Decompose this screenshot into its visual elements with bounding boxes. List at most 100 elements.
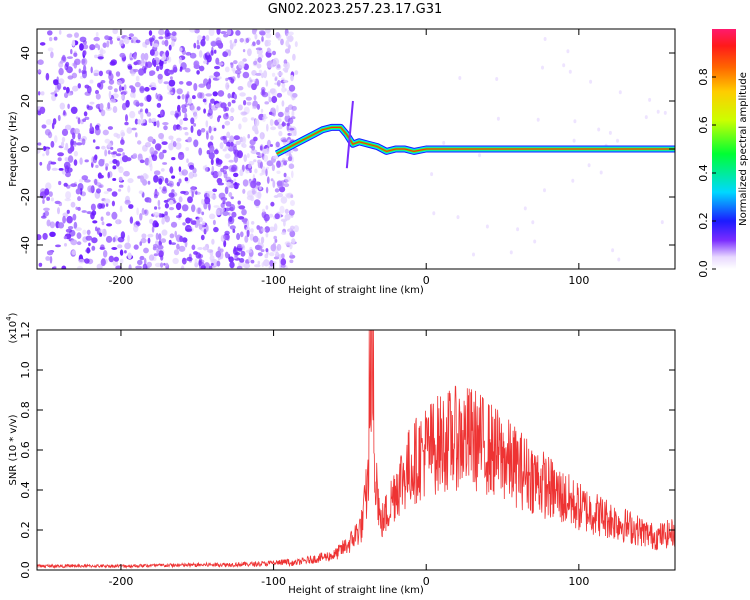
- noise-blob: [46, 196, 50, 201]
- noise-blob: [108, 71, 112, 76]
- noise-blob: [276, 104, 279, 113]
- noise-blob: [64, 198, 71, 202]
- noise-blob: [220, 167, 225, 173]
- noise-blob: [271, 88, 277, 97]
- noise-blob: [233, 178, 237, 183]
- colorbar-ticks: 0.0 0.2 0.4 0.6 0.8: [697, 68, 716, 278]
- noise-blob: [223, 33, 229, 38]
- noise-blob: [162, 149, 167, 154]
- spectrogram-y-axis-label: Frequency (Hz): [8, 111, 19, 187]
- noise-blob: [164, 39, 169, 47]
- noise-blob: [190, 117, 195, 125]
- noise-blob: [66, 209, 70, 214]
- noise-blob: [284, 213, 291, 221]
- noise-blob: [53, 36, 58, 41]
- noise-blob: [44, 129, 51, 136]
- noise-blob: [163, 81, 169, 85]
- noise-blob: [94, 127, 101, 136]
- noise-blob: [212, 170, 219, 179]
- snr-x-tick-label: 100: [568, 575, 589, 588]
- noise-blob: [57, 157, 62, 162]
- noise-blob: [39, 106, 46, 115]
- noise-blob: [260, 236, 265, 244]
- noise-blob: [65, 171, 71, 178]
- noise-blob: [76, 232, 82, 240]
- noise-blob: [256, 63, 262, 69]
- noise-blob: [259, 172, 263, 176]
- noise-blob: [206, 190, 214, 199]
- noise-blob: [41, 124, 47, 129]
- noise-blob: [95, 226, 98, 232]
- snr-y-exponent: (x104): [5, 312, 19, 343]
- noise-blob: [516, 227, 520, 232]
- noise-blob: [270, 126, 276, 131]
- noise-blob: [430, 172, 434, 177]
- noise-blob: [122, 152, 125, 157]
- noise-blob: [211, 262, 214, 266]
- noise-blob: [163, 262, 166, 266]
- noise-blob: [205, 224, 209, 232]
- noise-blob: [108, 79, 115, 85]
- noise-blob: [250, 180, 257, 189]
- noise-blob: [39, 42, 46, 46]
- noise-blob: [158, 132, 165, 140]
- noise-blob: [215, 157, 220, 163]
- noise-blob: [45, 182, 52, 190]
- noise-blob: [208, 125, 212, 134]
- noise-blob: [178, 166, 182, 172]
- noise-blob: [280, 38, 284, 46]
- noise-blob: [196, 70, 200, 75]
- noise-blob: [192, 172, 198, 178]
- noise-blob: [224, 120, 231, 126]
- noise-blob: [281, 231, 287, 235]
- noise-blob: [205, 34, 210, 42]
- noise-blob: [184, 131, 189, 136]
- noise-blob: [234, 182, 238, 185]
- noise-blob: [289, 127, 295, 131]
- noise-blob: [276, 170, 281, 174]
- noise-blob: [264, 226, 271, 233]
- noise-blob: [106, 40, 110, 48]
- noise-blob: [176, 88, 183, 95]
- noise-blob: [107, 126, 113, 130]
- noise-blob: [288, 209, 295, 216]
- noise-blob: [217, 170, 223, 177]
- noise-blob: [154, 206, 158, 210]
- noise-blob: [138, 190, 144, 194]
- noise-blob: [249, 169, 252, 173]
- noise-blob: [158, 213, 162, 218]
- noise-blob: [211, 165, 215, 173]
- noise-blob: [65, 61, 70, 68]
- noise-blob: [572, 138, 576, 143]
- noise-blob: [257, 252, 263, 257]
- noise-blob: [72, 213, 77, 221]
- noise-blob: [144, 108, 149, 114]
- noise-blob: [155, 232, 159, 241]
- noise-blob: [116, 79, 122, 86]
- noise-blob: [248, 254, 252, 263]
- noise-blob: [222, 200, 226, 205]
- noise-blob: [165, 50, 170, 58]
- noise-blob: [133, 99, 140, 106]
- noise-blob: [73, 128, 80, 135]
- noise-blob: [233, 155, 239, 163]
- noise-blob: [71, 72, 78, 79]
- noise-blob: [193, 251, 199, 255]
- noise-blob: [292, 53, 296, 61]
- noise-blob: [179, 68, 183, 72]
- noise-blob: [256, 39, 261, 45]
- noise-blob: [223, 113, 229, 120]
- noise-blob: [152, 243, 159, 248]
- noise-blob: [222, 51, 229, 58]
- noise-blob: [78, 258, 85, 264]
- noise-blob: [202, 35, 206, 41]
- noise-blob: [252, 106, 257, 110]
- noise-blob: [196, 207, 202, 215]
- noise-blob: [103, 250, 108, 258]
- noise-blob: [169, 199, 174, 205]
- noise-blob: [226, 131, 231, 139]
- noise-blob: [143, 247, 149, 254]
- noise-blob: [238, 205, 246, 210]
- noise-blob: [79, 43, 84, 51]
- noise-blob: [100, 109, 106, 117]
